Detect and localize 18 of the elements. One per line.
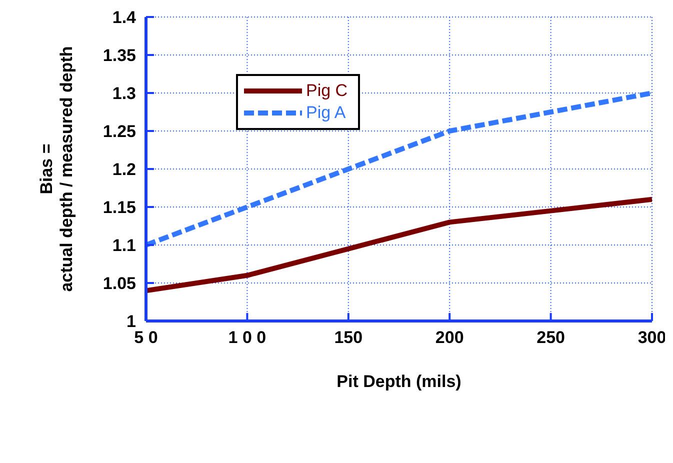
y-tick-label: 1.05: [102, 274, 136, 294]
y-tick-label: 1: [126, 312, 136, 332]
legend-label: Pig C: [306, 81, 348, 101]
x-tick-label: 1 0 0: [228, 328, 266, 348]
x-tick-label: 250: [536, 328, 565, 348]
y-tick-label: 1.15: [102, 198, 136, 218]
y-tick-label: 1.2: [112, 160, 136, 180]
y-tick-label: 1.1: [112, 236, 136, 256]
y-tick-label: 1.25: [102, 122, 136, 142]
x-tick-label: 5 0: [134, 328, 158, 348]
y-axis-title: Bias = actual depth / measured depth: [37, 46, 76, 292]
y-tick-label: 1.4: [112, 8, 137, 28]
legend-label: Pig A: [306, 103, 346, 123]
x-axis-title: Pit Depth (mils): [336, 372, 462, 391]
y-tick-label: 1.35: [102, 46, 136, 66]
x-tick-label: 200: [435, 328, 464, 348]
y-tick-label: 1.3: [112, 84, 136, 104]
x-tick-label: 150: [334, 328, 363, 348]
